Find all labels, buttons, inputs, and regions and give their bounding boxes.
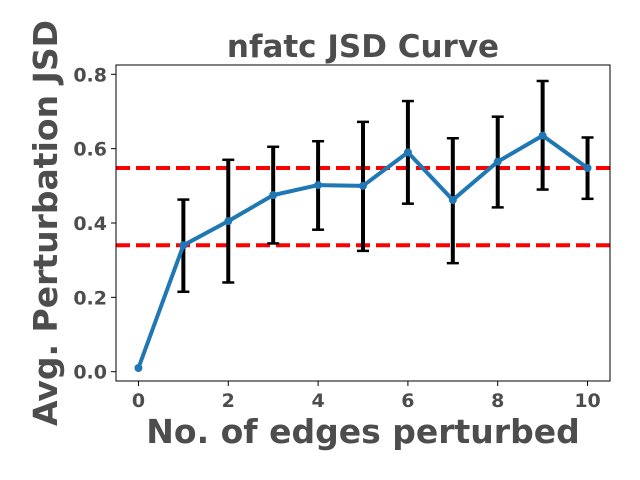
x-tick-label: 4	[311, 390, 324, 412]
y-tick-label: 0.2	[73, 287, 107, 309]
plot-area	[116, 79, 610, 372]
x-tick-label: 8	[491, 390, 504, 412]
y-axis: 0.0 0.2 0.4 0.6 0.8	[73, 64, 116, 384]
data-point-2	[224, 217, 233, 226]
x-tick-label: 0	[132, 390, 145, 412]
data-point-1	[179, 241, 188, 250]
data-point-3	[269, 191, 278, 200]
data-point-7	[448, 195, 457, 204]
data-point-0	[134, 363, 143, 372]
chart-title: nfatc JSD Curve	[227, 29, 499, 65]
y-axis-label: Avg. Perturbation JSD	[26, 20, 65, 426]
y-tick-label: 0.8	[73, 64, 107, 86]
x-tick-label: 10	[574, 390, 600, 412]
data-point-8	[493, 157, 502, 166]
y-tick-label: 0.6	[73, 139, 107, 161]
x-tick-label: 2	[222, 390, 235, 412]
data-point-9	[538, 131, 547, 140]
x-axis-label: No. of edges perturbed	[146, 412, 579, 451]
x-axis: 0 2 4 6 8 10	[132, 381, 601, 412]
y-tick-label: 0.0	[73, 362, 107, 384]
data-point-5	[359, 181, 367, 190]
data-point-10	[583, 163, 592, 172]
data-point-4	[314, 181, 323, 190]
data-point-6	[403, 148, 412, 157]
y-tick-label: 0.4	[73, 213, 107, 235]
x-tick-label: 6	[401, 390, 414, 412]
